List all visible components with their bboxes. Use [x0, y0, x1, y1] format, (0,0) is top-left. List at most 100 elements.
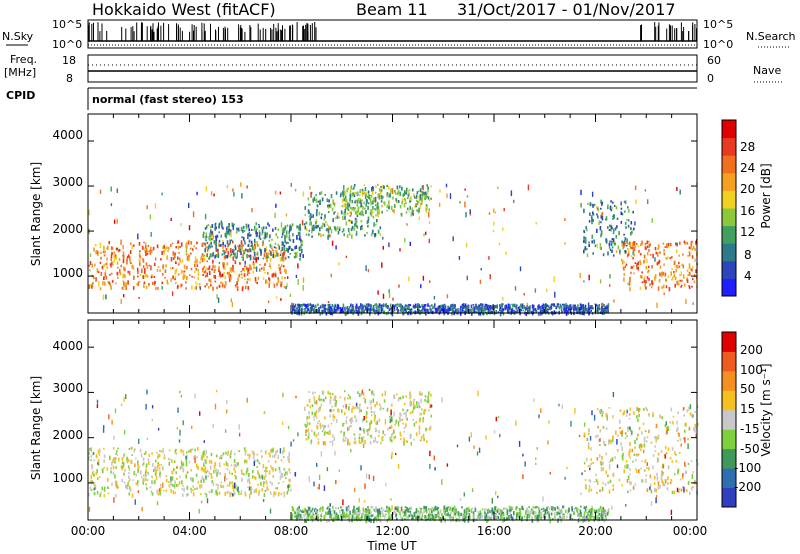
power-cell [623, 273, 626, 276]
velocity-cell [308, 415, 310, 419]
power-speckle [285, 213, 288, 217]
power-cell [146, 253, 149, 255]
power-colorbar-swatch [722, 260, 736, 279]
velocity-cell [94, 487, 97, 490]
power-cell [203, 271, 206, 274]
power-cell [518, 305, 521, 308]
power-cell [286, 234, 288, 239]
power-cell [209, 278, 212, 284]
velocity-cell [378, 403, 381, 406]
power-cell [360, 307, 363, 310]
power-cell [423, 191, 425, 196]
power-cell [227, 226, 230, 229]
velocity-cell [283, 493, 286, 498]
velocity-cell [115, 466, 117, 469]
power-cell [591, 234, 594, 239]
power-cell [671, 256, 673, 259]
velocity-cell [350, 425, 353, 428]
power-cell [353, 207, 355, 212]
power-cell [558, 306, 561, 310]
power-cell [299, 224, 301, 227]
velocity-cell [405, 423, 407, 428]
power-cell [312, 224, 315, 227]
power-speckle [345, 205, 347, 209]
velocity-cell [197, 480, 200, 484]
velocity-cell [280, 472, 283, 476]
velocity-cell [345, 436, 347, 439]
power-cell [516, 309, 518, 314]
power-cell [111, 251, 113, 255]
power-cell [293, 256, 296, 259]
velocity-cell [117, 447, 119, 450]
power-cell [608, 242, 611, 247]
power-speckle [300, 244, 302, 249]
power-cell [405, 211, 408, 214]
power-cell [607, 251, 609, 256]
velocity-cell [684, 465, 687, 468]
power-cell [291, 225, 293, 227]
velocity-cell [600, 513, 602, 517]
velocity-cell [226, 490, 229, 494]
velocity-cell [372, 398, 375, 403]
power-cell [694, 248, 696, 251]
velocity-cell [329, 395, 332, 399]
power-cell [489, 307, 491, 310]
power-cell [388, 200, 390, 205]
velocity-cell [267, 460, 270, 463]
velocity-cell [137, 484, 139, 487]
velocity-cell [274, 491, 277, 496]
power-cell [297, 303, 299, 306]
velocity-cell [619, 409, 622, 412]
power-cell [104, 269, 107, 272]
velocity-cell [276, 449, 279, 453]
velocity-cell [354, 509, 357, 512]
power-cell [255, 229, 258, 232]
power-cell [296, 308, 299, 311]
power-cell [317, 200, 320, 203]
velocity-cell [523, 515, 526, 518]
power-cell [241, 243, 243, 248]
power-cell [322, 222, 324, 226]
velocity-cell [154, 480, 156, 484]
power-ytick: 4000 [52, 128, 83, 142]
velocity-cell [502, 511, 505, 515]
velocity-cell [587, 445, 590, 450]
power-cell [373, 308, 375, 312]
power-cell [121, 287, 124, 290]
power-cell [645, 247, 647, 251]
velocity-cell [636, 437, 638, 441]
velocity-cell [437, 510, 440, 513]
velocity-cell [159, 471, 161, 475]
power-cell [308, 210, 310, 214]
power-cell [626, 254, 629, 258]
velocity-cell [173, 460, 176, 463]
power-speckle [409, 241, 411, 246]
power-cell [248, 272, 251, 274]
power-cell [383, 201, 386, 206]
power-speckle [580, 189, 582, 195]
power-speckle [295, 274, 298, 278]
velocity-cell [434, 505, 437, 509]
power-cell [343, 211, 345, 215]
power-cell [446, 308, 449, 312]
velocity-cell [406, 516, 409, 519]
power-cell [632, 250, 635, 255]
velocity-cell [381, 393, 384, 397]
velocity-cell [314, 412, 316, 417]
velocity-cell [335, 515, 338, 520]
velocity-cell [654, 445, 656, 448]
power-cell [164, 246, 167, 251]
power-cell [625, 226, 627, 229]
velocity-cell [408, 514, 411, 518]
velocity-cell [579, 514, 581, 517]
power-background [88, 114, 697, 313]
power-cell [664, 246, 667, 248]
power-speckle [513, 199, 515, 204]
velocity-cell [657, 434, 660, 437]
power-cell [146, 274, 149, 278]
power-speckle [238, 249, 241, 253]
power-cell [211, 224, 214, 228]
velocity-cell [226, 468, 229, 471]
power-cell [666, 243, 668, 248]
velocity-cell [653, 487, 656, 492]
